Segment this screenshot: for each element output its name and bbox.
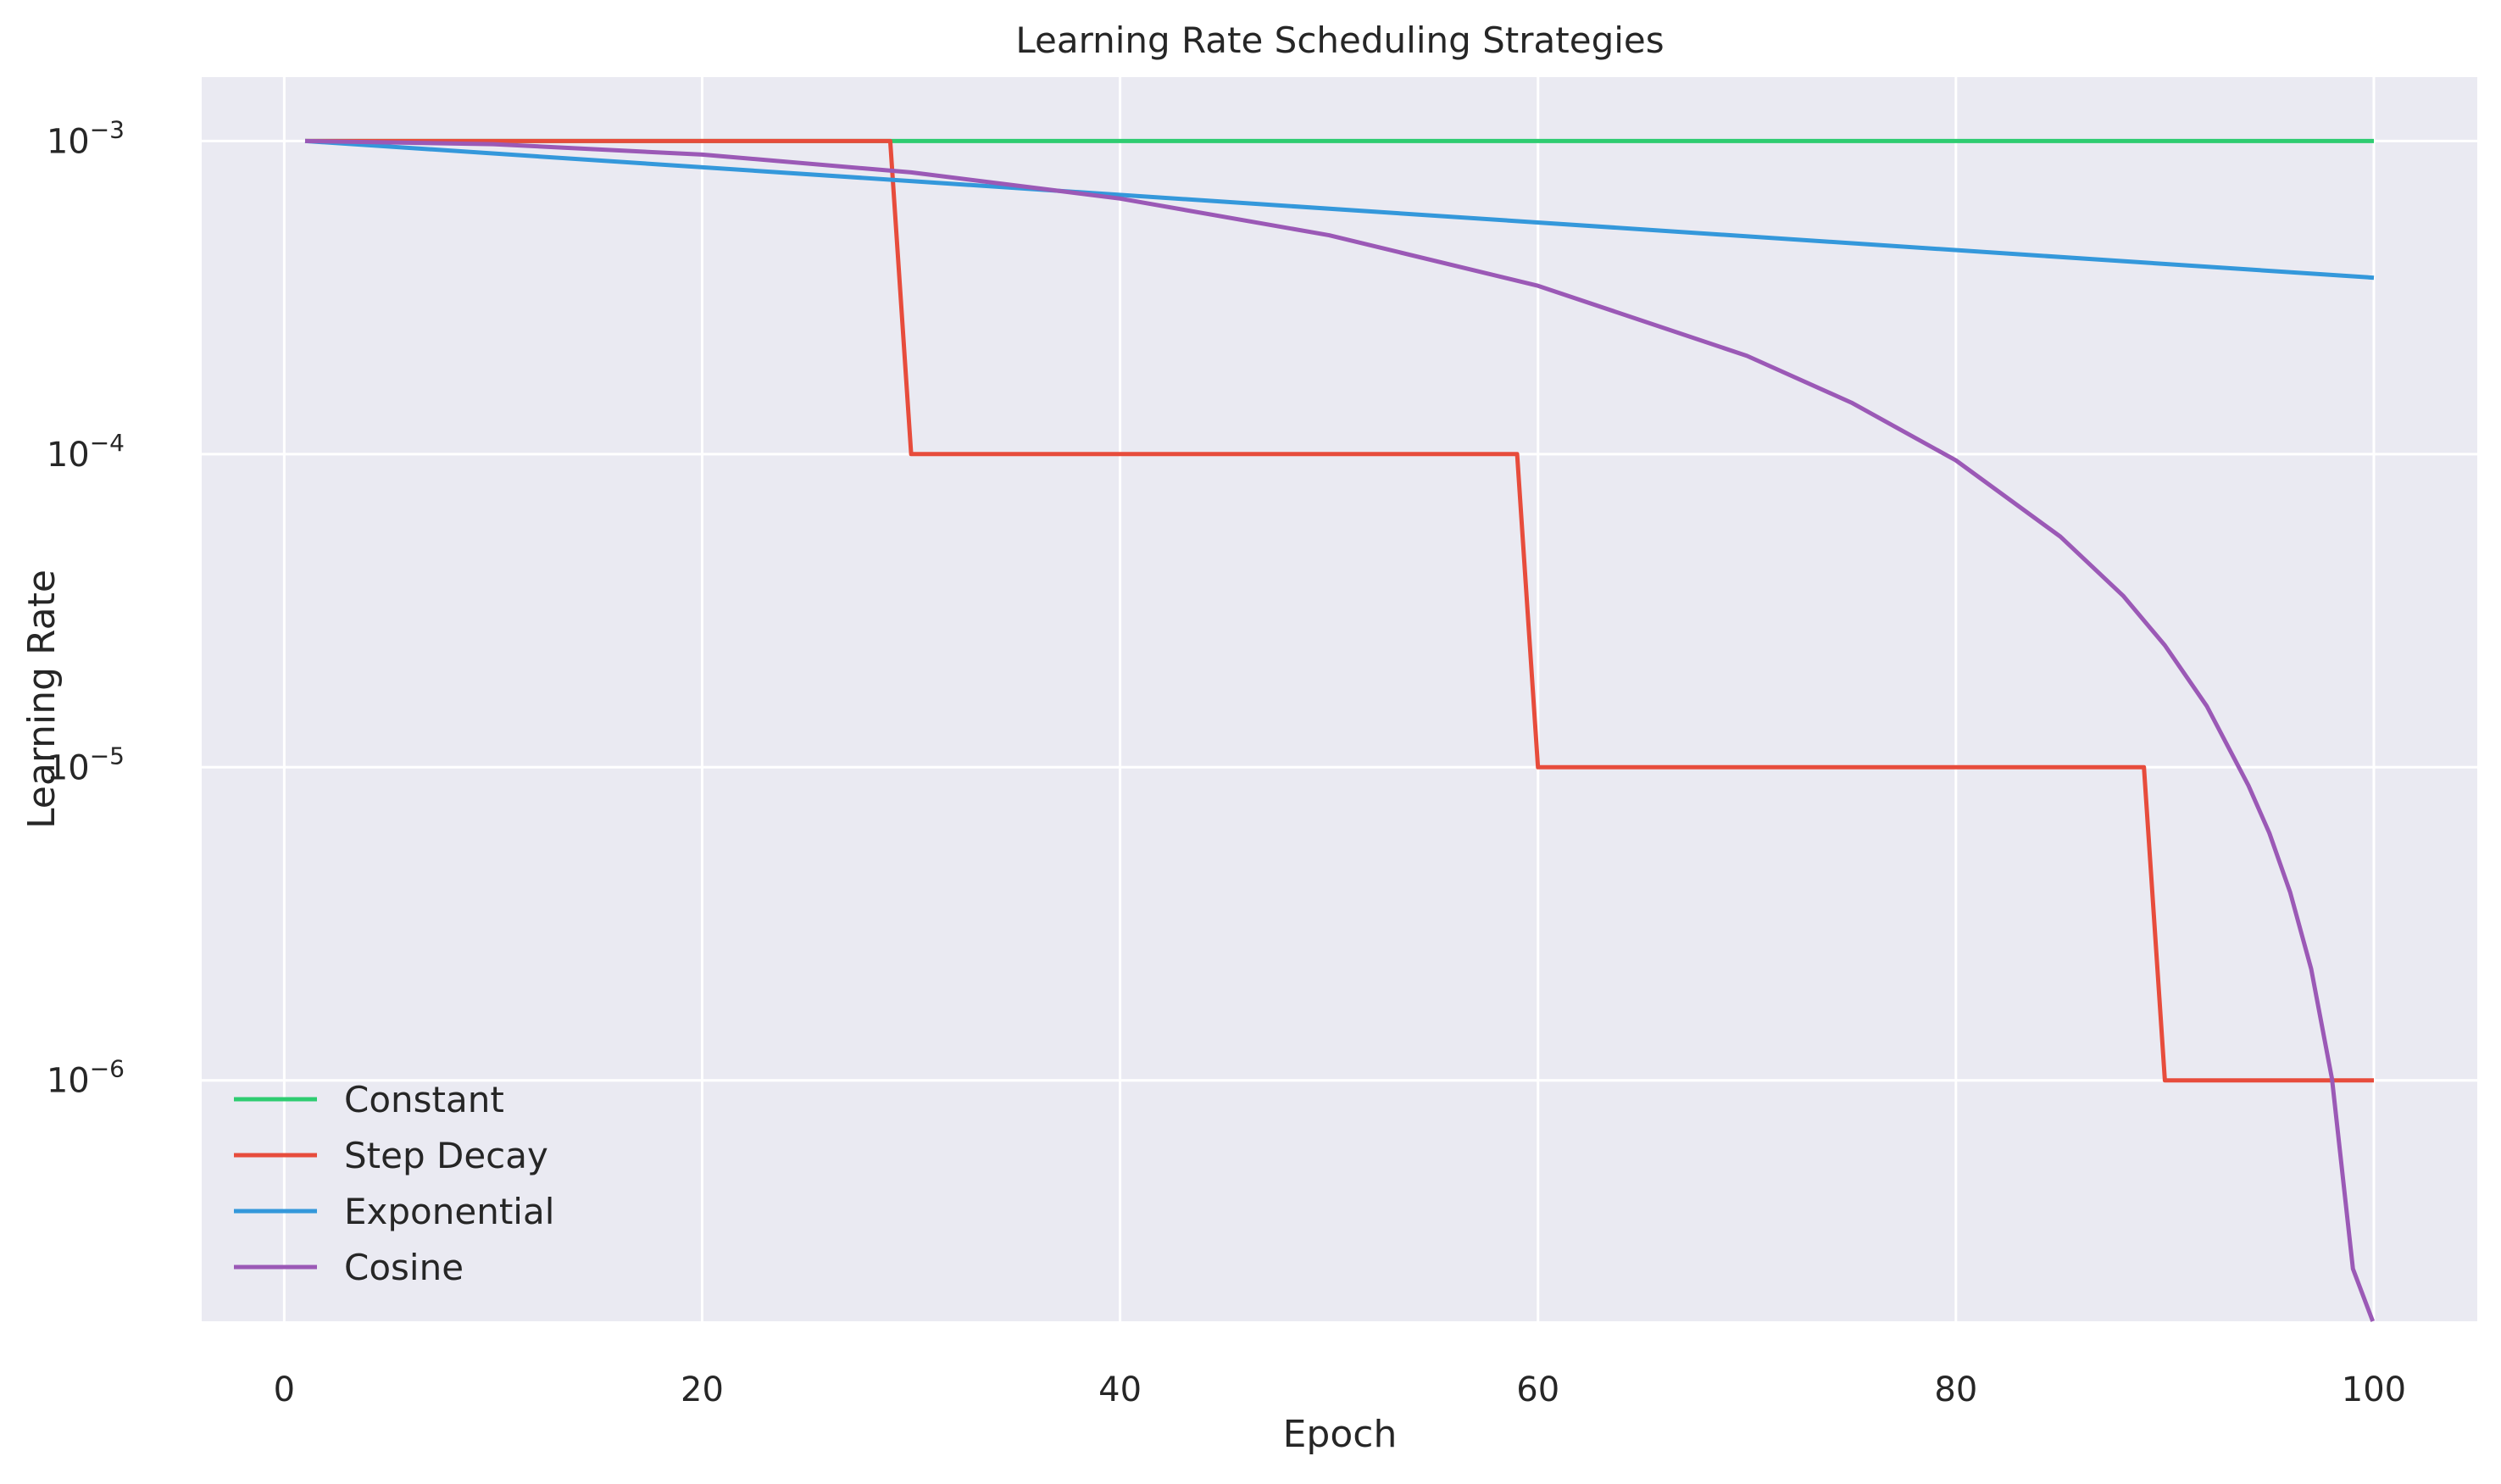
- y-tick-label: 10−4: [47, 429, 125, 475]
- series-line-cosine: [304, 138, 2376, 1322]
- series-lines: [304, 138, 2376, 1322]
- x-tick-label: 0: [274, 1370, 295, 1409]
- x-tick-label: 20: [681, 1370, 724, 1409]
- series-line-exponential: [304, 138, 2375, 281]
- x-tick-label: 40: [1098, 1370, 1142, 1409]
- legend-label: Step Decay: [344, 1135, 548, 1176]
- y-tick-label: 10−6: [47, 1055, 125, 1101]
- y-tick-label: 10−3: [47, 115, 125, 161]
- plot-area: [202, 77, 2477, 1321]
- x-tick-label: 60: [1516, 1370, 1559, 1409]
- series-line-step-decay: [305, 138, 2374, 1083]
- x-tick-labels: 0 20 40 60 80 100: [274, 1370, 2406, 1409]
- x-tick-label: 100: [2342, 1370, 2406, 1409]
- x-tick-label: 80: [1934, 1370, 1977, 1409]
- legend-label: Exponential: [344, 1191, 554, 1232]
- legend: Constant Step Decay Exponential Cosine: [234, 1079, 554, 1288]
- y-tick-label: 10−5: [47, 742, 125, 787]
- y-axis-label: Learning Rate: [20, 570, 64, 829]
- legend-label: Cosine: [344, 1247, 464, 1288]
- y-tick-labels: 10−3 10−4 10−5 10−6: [47, 115, 125, 1100]
- chart-title: Learning Rate Scheduling Strategies: [1015, 19, 1664, 61]
- x-axis-label: Epoch: [1283, 1413, 1398, 1456]
- legend-label: Constant: [344, 1079, 504, 1120]
